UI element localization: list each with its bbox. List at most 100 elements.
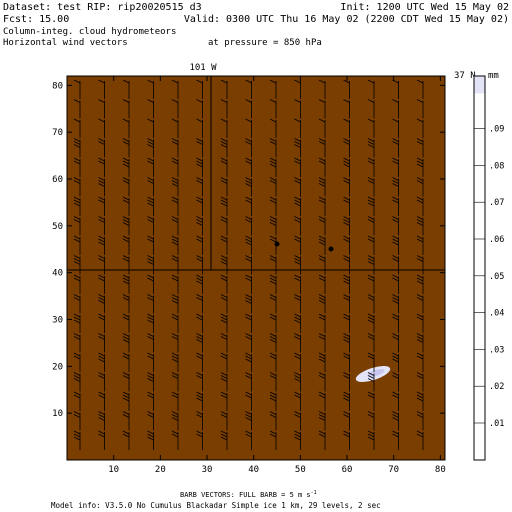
wind-barb: [220, 294, 228, 314]
wind-barb: [343, 333, 350, 353]
wind-barb: [269, 177, 277, 197]
wind-barb: [294, 372, 301, 392]
wind-barb: [220, 99, 228, 119]
wind-barb: [318, 391, 326, 411]
wind-barb: [318, 79, 326, 99]
wind-barb: [367, 235, 375, 255]
colorbar-unit: mm: [488, 71, 499, 81]
wind-barb: [392, 274, 399, 294]
wind-barb: [196, 138, 203, 158]
wind-barb: [147, 274, 154, 294]
wind-barb: [318, 352, 326, 372]
wind-barb: [318, 372, 326, 392]
wind-barb: [171, 255, 179, 275]
wind-barb: [147, 216, 154, 236]
wind-barb: [122, 79, 130, 99]
wind-barb: [318, 274, 326, 294]
wind-barb: [294, 99, 301, 119]
wind-barb: [196, 294, 203, 314]
wind-barb: [245, 99, 252, 119]
wind-barb: [73, 333, 81, 353]
x-tick-label: 80: [435, 465, 446, 475]
wind-barb: [196, 274, 203, 294]
wind-barb: [122, 196, 130, 216]
wind-barb: [196, 216, 203, 236]
wind-barb: [367, 294, 375, 314]
init-label: Init: 1200 UTC Wed 15 May 02: [340, 2, 509, 13]
wind-barb: [269, 79, 277, 99]
colorbar-label: .07: [489, 198, 504, 208]
barb-note: BARB VECTORS: FULL BARB = 5 m s-1: [180, 490, 317, 499]
colorbar-label: .09: [489, 125, 504, 135]
wind-barb: [269, 118, 277, 138]
wind-barb: [171, 333, 179, 353]
colorbar-top-swatch: [474, 76, 485, 94]
wind-barb: [98, 333, 105, 353]
wind-barb: [98, 196, 105, 216]
wind-barb: [196, 352, 203, 372]
wind-barb: [367, 391, 375, 411]
wind-barb: [392, 333, 399, 353]
wind-barb: [147, 411, 154, 431]
wind-barb: [220, 430, 228, 450]
wind-barb: [220, 313, 228, 333]
wind-barb: [318, 313, 326, 333]
wind-barb: [269, 157, 277, 177]
wind-barb: [318, 138, 326, 158]
wind-barb: [416, 235, 424, 255]
cloud-core: [367, 369, 385, 377]
wind-barb: [294, 79, 301, 99]
y-tick-label: 60: [52, 175, 63, 185]
wind-barb: [98, 177, 105, 197]
x-tick-label: 60: [342, 465, 353, 475]
wind-barb: [220, 79, 228, 99]
wind-barb: [392, 138, 399, 158]
wind-barb: [73, 372, 81, 392]
wind-barb: [220, 391, 228, 411]
wind-barb: [73, 177, 81, 197]
wind-barb: [416, 294, 424, 314]
wind-barb: [367, 313, 375, 333]
wind-barb: [220, 352, 228, 372]
wind-barb: [343, 411, 350, 431]
wind-barb: [392, 157, 399, 177]
wind-barb: [98, 216, 105, 236]
wind-barb: [98, 352, 105, 372]
wind-barb: [392, 255, 399, 275]
wind-barb: [122, 294, 130, 314]
station-dot: [328, 246, 334, 252]
wind-barb: [122, 391, 130, 411]
wind-barb: [122, 313, 130, 333]
wind-barb: [269, 138, 277, 158]
wind-barb: [269, 391, 277, 411]
wind-barb: [196, 430, 203, 450]
wind-barb: [122, 274, 130, 294]
wind-barb: [245, 294, 252, 314]
wind-barb: [294, 235, 301, 255]
colorbar-label: .06: [489, 235, 504, 245]
wind-barb: [318, 411, 326, 431]
wind-barb: [343, 352, 350, 372]
wind-barb: [171, 118, 179, 138]
wind-barb: [196, 391, 203, 411]
wind-barb: [343, 177, 350, 197]
wind-barb: [343, 138, 350, 158]
wind-barb: [294, 274, 301, 294]
wind-barb: [171, 138, 179, 158]
wind-barb: [392, 430, 399, 450]
plot-background: [67, 76, 445, 460]
wind-barb: [416, 333, 424, 353]
wind-barb: [122, 118, 130, 138]
wind-barb: [318, 216, 326, 236]
wind-barb: [196, 255, 203, 275]
lat-label: 37 N: [454, 71, 476, 81]
y-tick-label: 20: [52, 362, 63, 372]
wind-barb: [147, 313, 154, 333]
wind-barb: [171, 235, 179, 255]
wind-barb: [122, 255, 130, 275]
wind-barb: [98, 99, 105, 119]
fcst-label: Fcst: 15.00: [3, 14, 69, 25]
wind-barb: [294, 177, 301, 197]
wind-barb: [392, 216, 399, 236]
